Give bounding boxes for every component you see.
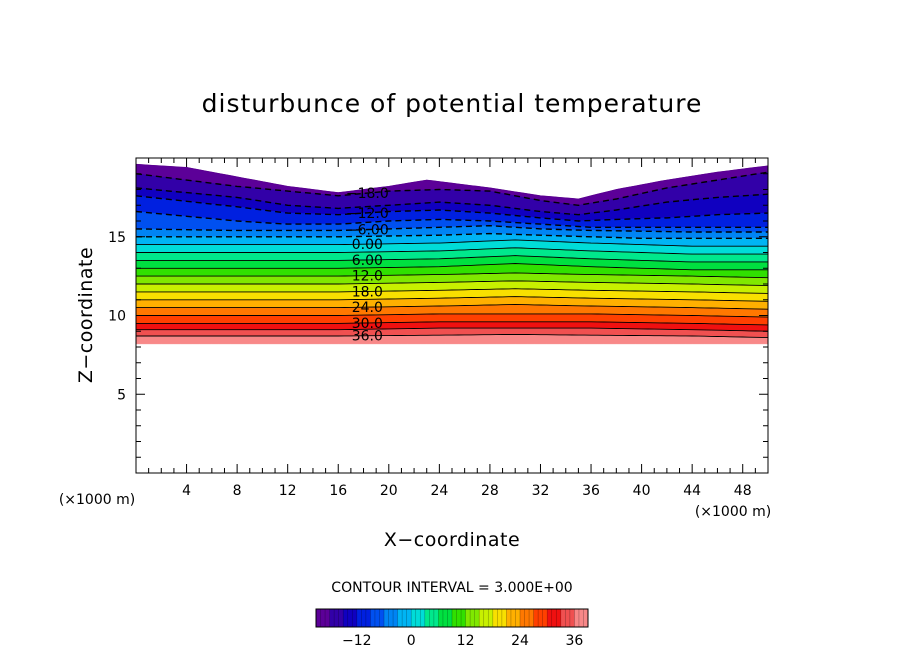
x-tick-label: 40 — [633, 483, 651, 499]
colorbar — [315, 608, 589, 628]
colorbar-tick-label: 12 — [457, 633, 475, 649]
colorbar-swatch — [520, 609, 534, 627]
contour-line — [136, 288, 768, 294]
contour-label: −12.0 — [346, 206, 389, 222]
x-tick-label: 4 — [182, 483, 191, 499]
axis-ticks — [136, 158, 768, 473]
x-axis-label: X−coordinate — [384, 529, 520, 551]
x-tick-label: 44 — [683, 483, 701, 499]
contour-line — [136, 333, 768, 339]
y-tick-label: 10 — [108, 309, 126, 325]
contour-interval-text: CONTOUR INTERVAL = 3.000E+00 — [331, 580, 572, 596]
colorbar-swatch — [560, 609, 575, 627]
y-tick-labels: 5 10 15 — [108, 230, 126, 404]
x-tick-labels: 4 8 12 16 20 24 28 32 36 40 44 48 — [182, 483, 752, 499]
colorbar-swatch — [574, 609, 589, 627]
top-boundary-line — [136, 163, 768, 200]
colorbar-swatch — [424, 609, 439, 627]
contour-line — [136, 255, 768, 263]
colorbar-swatch — [492, 609, 507, 627]
contour-label: 30.0 — [352, 316, 383, 332]
colorbar-swatch — [316, 609, 330, 627]
colorbar-swatch — [411, 609, 426, 627]
contour-labels: −18.0 −12.0−6.000.006.0012.018.024.030.03… — [346, 186, 389, 345]
contour-line — [136, 304, 768, 310]
x-tick-label: 16 — [329, 483, 347, 499]
chart-title: disturbunce of potential temperature — [202, 89, 703, 118]
colorbar-swatch — [356, 609, 371, 627]
colorbar-swatch — [506, 609, 521, 627]
y-tick-label: 15 — [108, 230, 126, 246]
colorbar-swatch — [343, 609, 358, 627]
contour-label: 36.0 — [352, 329, 383, 345]
x-unit-label: (×1000 m) — [695, 504, 771, 520]
colorbar-swatch — [329, 609, 344, 627]
x-tick-label: 12 — [279, 483, 297, 499]
contour-line — [136, 224, 768, 233]
colorbar-tick-labels: −12 0 12 24 36 — [342, 633, 583, 649]
colorbar-swatch — [397, 609, 412, 627]
contour-line — [136, 232, 768, 239]
x-tick-label: 20 — [380, 483, 398, 499]
colorbar-swatch — [384, 609, 398, 627]
contour-line — [136, 327, 768, 332]
contour-line — [136, 280, 768, 287]
contour-line — [136, 247, 768, 255]
contour-line — [136, 321, 768, 326]
x-tick-label: 32 — [532, 483, 550, 499]
contour-label: 12.0 — [352, 269, 383, 285]
colorbar-swatch — [465, 609, 480, 627]
contour-line — [136, 210, 768, 228]
x-tick-label: 24 — [430, 483, 448, 499]
contour-label: −6.00 — [346, 223, 389, 239]
contour-line — [136, 171, 768, 207]
contour-line — [136, 263, 768, 271]
x-tick-label: 48 — [734, 483, 752, 499]
contour-label: −18.0 — [346, 186, 389, 202]
contour-line — [136, 239, 768, 247]
y-unit-label: (×1000 m) — [59, 492, 135, 508]
colorbar-swatch — [452, 609, 466, 627]
contour-lines — [136, 163, 768, 339]
x-tick-label: 8 — [233, 483, 242, 499]
contour-label: 18.0 — [352, 284, 383, 300]
contour-line — [136, 195, 768, 222]
y-tick-label: 5 — [117, 387, 126, 403]
contour-label: 24.0 — [352, 300, 383, 316]
colorbar-swatch — [533, 609, 548, 627]
colorbar-swatch — [547, 609, 562, 627]
colorbar-tick-label: 36 — [565, 633, 583, 649]
contour-line — [136, 296, 768, 302]
contour-label: 6.00 — [352, 253, 383, 269]
colorbar-tick-label: 0 — [407, 633, 416, 649]
x-tick-label: 28 — [481, 483, 499, 499]
y-axis-label: Z−coordinate — [75, 247, 97, 383]
colorbar-swatch — [438, 609, 453, 627]
filled-contour-bands — [136, 164, 768, 345]
colorbar-frame — [315, 608, 589, 628]
contour-line — [136, 272, 768, 279]
contour-label: 0.00 — [352, 237, 383, 253]
colorbar-tick-label: 24 — [511, 633, 529, 649]
colorbar-swatch — [479, 609, 494, 627]
contour-line — [136, 187, 768, 216]
colorbar-tick-label: −12 — [342, 633, 372, 649]
x-tick-label: 36 — [582, 483, 600, 499]
colorbar-swatch — [370, 609, 385, 627]
contour-line — [136, 313, 768, 318]
